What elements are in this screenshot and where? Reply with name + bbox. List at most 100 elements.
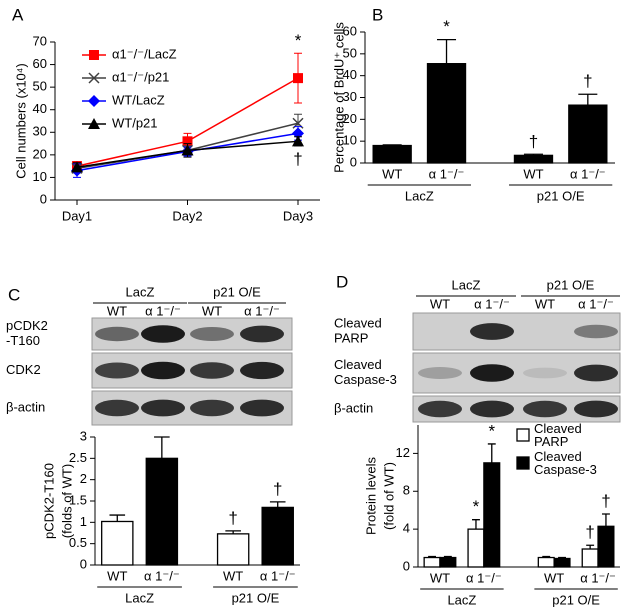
y-tick-label: 60 <box>33 56 47 71</box>
bar <box>216 533 250 566</box>
error-bar <box>601 513 610 527</box>
x-tick-label: α 1⁻/⁻ <box>429 166 465 181</box>
panel-label: C <box>8 285 20 304</box>
lane-label: WT <box>107 303 127 318</box>
row-label: Cleaved <box>334 315 382 330</box>
y-tick-label: 20 <box>343 111 357 126</box>
x-tick-label: WT <box>430 570 450 585</box>
y-tick-label: 0.5 <box>69 535 87 550</box>
y-tick-label: 70 <box>33 33 47 48</box>
legend-label: Cleaved Caspase-3 <box>534 449 597 477</box>
blot-band <box>418 400 462 418</box>
y-tick-label: 0 <box>350 154 357 169</box>
lane-label: α 1⁻/⁻ <box>474 296 510 311</box>
bar <box>581 548 599 568</box>
marker <box>292 135 304 147</box>
y-tick-label: 1.5 <box>69 492 87 507</box>
bar <box>568 104 608 164</box>
y-tick-label: 2.5 <box>69 450 87 465</box>
blot-band <box>141 325 185 343</box>
y-tick-label: 0 <box>403 558 410 573</box>
error-bar <box>154 436 170 459</box>
bar <box>553 557 571 568</box>
blot-band <box>574 364 618 382</box>
bar <box>467 528 485 568</box>
x-tick-label: WT <box>382 166 402 181</box>
blot-band <box>240 361 284 380</box>
error-bar <box>487 443 496 463</box>
panel-label: B <box>372 5 383 24</box>
lane-label: WT <box>430 296 450 311</box>
blot-band <box>418 367 462 379</box>
y-tick-label: 0 <box>80 556 87 571</box>
x-tick-label: α 1⁻/⁻ <box>466 570 502 585</box>
group-label: LacZ <box>447 592 476 607</box>
y-tick-label: 4 <box>403 521 410 536</box>
y-axis-label: Protein levels <box>363 456 378 535</box>
marker <box>181 144 194 156</box>
legend-marker <box>88 95 100 107</box>
panel-label: A <box>12 5 24 24</box>
blot-strip <box>412 312 621 351</box>
bar <box>261 506 294 566</box>
annotation: † <box>601 491 610 510</box>
blot-band <box>141 361 185 380</box>
y-tick-label: 40 <box>33 101 47 116</box>
legend-label: Cleaved PARP <box>534 421 582 449</box>
y-tick-label: 30 <box>343 89 357 104</box>
error-bar <box>109 514 126 522</box>
row-label: Cleaved <box>334 357 382 372</box>
x-tick-label: α 1⁻/⁻ <box>260 568 296 583</box>
group-label: p21 O/E <box>552 592 600 607</box>
blot-band <box>523 400 567 418</box>
legend-label: WT/LacZ <box>112 92 165 107</box>
blot-band <box>141 399 185 417</box>
blot-band <box>190 327 234 341</box>
annotation: † <box>293 149 302 168</box>
y-tick-label: 10 <box>343 133 357 148</box>
group-label: LacZ <box>125 590 154 605</box>
y-tick-label: 0 <box>40 191 47 206</box>
annotation: * <box>473 497 480 516</box>
y-tick-label: 40 <box>343 67 357 82</box>
group-label: p21 O/E <box>537 188 585 203</box>
legend-swatch <box>516 456 530 470</box>
x-tick-label: Day1 <box>62 208 92 223</box>
blot-band <box>523 367 567 379</box>
blot-band <box>190 399 234 417</box>
legend-swatch <box>516 428 530 442</box>
blot-band <box>240 325 284 343</box>
legend-marker <box>88 118 100 129</box>
bar <box>372 144 412 164</box>
group-label: LacZ <box>405 188 434 203</box>
blot-band <box>95 362 139 379</box>
y-tick-label: 50 <box>343 45 357 60</box>
y-tick-label: 60 <box>343 23 357 38</box>
legend-marker <box>89 50 99 60</box>
row-label: CDK2 <box>6 362 41 377</box>
blot-band <box>240 399 284 417</box>
annotation: * <box>443 17 450 36</box>
x-tick-label: α 1⁻/⁻ <box>144 568 180 583</box>
x-tick-label: α 1⁻/⁻ <box>570 166 606 181</box>
blot-band <box>95 326 139 342</box>
row-label: pCDK2 <box>6 318 48 333</box>
annotation: * <box>488 421 495 440</box>
bar <box>426 63 467 164</box>
x-tick-label: Day3 <box>283 208 313 223</box>
group-label: p21 O/E <box>547 277 595 292</box>
x-tick-label: WT <box>107 568 127 583</box>
row-label: -T160 <box>6 333 40 348</box>
y-axis-label: Percentage of BrdU⁺ cells <box>331 22 346 173</box>
marker <box>293 73 303 84</box>
legend-label: α1⁻/⁻/p21 <box>112 69 169 84</box>
blot-band <box>95 399 139 417</box>
lane-label: WT <box>535 296 555 311</box>
y-axis-label: pCDK2-T160 <box>41 463 56 539</box>
y-axis-label: (folds of WT) <box>59 464 74 538</box>
lane-label: α 1⁻/⁻ <box>145 303 181 318</box>
row-label: β-actin <box>6 399 45 414</box>
x-tick-label: α 1⁻/⁻ <box>580 570 616 585</box>
lane-label: α 1⁻/⁻ <box>244 303 280 318</box>
